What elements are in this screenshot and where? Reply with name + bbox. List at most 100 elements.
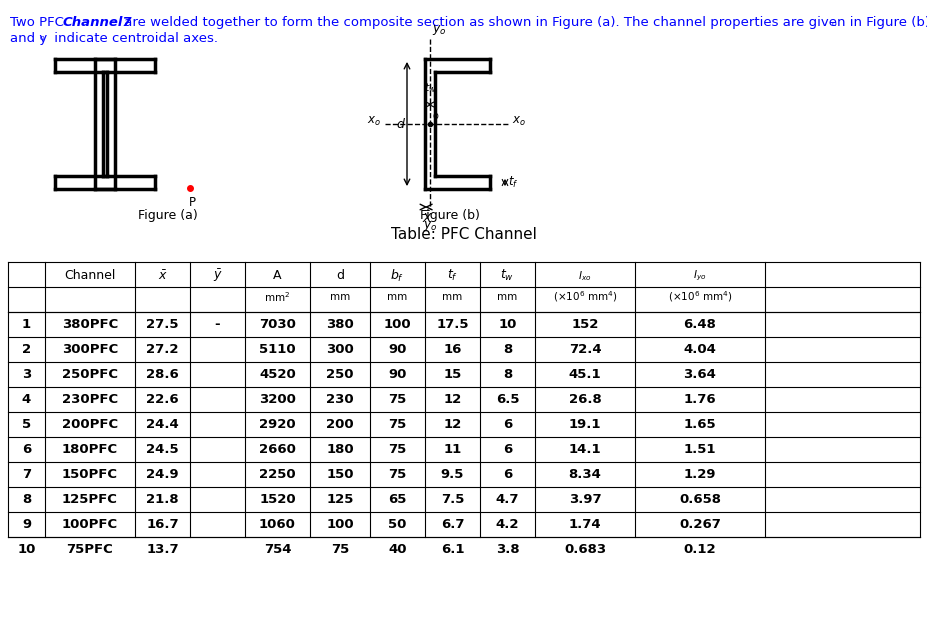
Text: 4.7: 4.7 <box>495 493 519 506</box>
Text: 2920: 2920 <box>259 418 296 431</box>
Text: 300: 300 <box>325 343 353 356</box>
Text: 27.2: 27.2 <box>146 343 179 356</box>
Text: 0.267: 0.267 <box>679 518 720 531</box>
Text: 9: 9 <box>22 518 31 531</box>
Text: 100PFC: 100PFC <box>62 518 118 531</box>
Text: mm: mm <box>497 292 517 302</box>
Text: 1060: 1060 <box>259 518 296 531</box>
Text: 72.4: 72.4 <box>568 343 601 356</box>
Text: 75: 75 <box>388 393 406 406</box>
Text: 6.5: 6.5 <box>495 393 519 406</box>
Text: indicate centroidal axes.: indicate centroidal axes. <box>50 32 218 45</box>
Text: 7030: 7030 <box>259 318 296 331</box>
Text: $I_{xo}$: $I_{xo}$ <box>578 269 591 283</box>
Text: P: P <box>188 196 196 209</box>
Text: 90: 90 <box>387 343 406 356</box>
Text: $(\times 10^6\ \mathrm{mm^4})$: $(\times 10^6\ \mathrm{mm^4})$ <box>667 290 731 305</box>
Text: 6.48: 6.48 <box>683 318 716 331</box>
Text: d: d <box>396 117 403 131</box>
Text: 230PFC: 230PFC <box>62 393 118 406</box>
Text: $\mathrm{mm}^2$: $\mathrm{mm}^2$ <box>264 290 290 304</box>
Text: 1.51: 1.51 <box>683 443 716 456</box>
Text: mm: mm <box>329 292 349 302</box>
Text: 4: 4 <box>22 393 32 406</box>
Text: 0.683: 0.683 <box>564 543 605 556</box>
Text: d: d <box>336 269 344 282</box>
Text: 180: 180 <box>325 443 353 456</box>
Text: and y: and y <box>10 32 47 45</box>
Text: 754: 754 <box>263 543 291 556</box>
Text: $\bar{x}$: $\bar{x}$ <box>158 269 167 283</box>
Text: 1.76: 1.76 <box>683 393 716 406</box>
Text: 125: 125 <box>326 493 353 506</box>
Text: 3.97: 3.97 <box>568 493 601 506</box>
Text: 24.5: 24.5 <box>146 443 179 456</box>
Text: 8: 8 <box>22 493 32 506</box>
Text: 1520: 1520 <box>259 493 296 506</box>
Text: $\bar{y}$: $\bar{y}$ <box>212 267 222 284</box>
Text: 24.9: 24.9 <box>146 468 179 481</box>
Text: 65: 65 <box>387 493 406 506</box>
Text: $\bar{X}$: $\bar{X}$ <box>422 210 433 225</box>
Text: 2660: 2660 <box>259 443 296 456</box>
Text: 0.12: 0.12 <box>683 543 716 556</box>
Text: 1.74: 1.74 <box>568 518 601 531</box>
Text: 6: 6 <box>22 443 32 456</box>
Text: 0.658: 0.658 <box>679 493 720 506</box>
Text: 12: 12 <box>443 393 461 406</box>
Text: 152: 152 <box>571 318 598 331</box>
Text: Two PFC: Two PFC <box>10 16 68 29</box>
Text: 75: 75 <box>388 468 406 481</box>
Text: 6: 6 <box>502 443 512 456</box>
Text: 75: 75 <box>388 418 406 431</box>
Text: 100: 100 <box>325 518 353 531</box>
Text: 22.6: 22.6 <box>146 393 179 406</box>
Text: 21.8: 21.8 <box>146 493 179 506</box>
Text: $x_o$: $x_o$ <box>367 115 381 128</box>
Text: 8: 8 <box>502 343 512 356</box>
Text: $I_{yo}$: $I_{yo}$ <box>692 269 706 283</box>
Text: 19.1: 19.1 <box>568 418 601 431</box>
Text: 3200: 3200 <box>259 393 296 406</box>
Text: $t_f$: $t_f$ <box>447 268 458 283</box>
Text: 90: 90 <box>387 368 406 381</box>
Text: 1.65: 1.65 <box>683 418 716 431</box>
Text: $x_o$: $x_o$ <box>512 115 526 128</box>
Text: 250PFC: 250PFC <box>62 368 118 381</box>
Text: 13.7: 13.7 <box>146 543 179 556</box>
Text: 28.6: 28.6 <box>146 368 179 381</box>
Text: 17.5: 17.5 <box>436 318 468 331</box>
Text: 5: 5 <box>22 418 31 431</box>
Text: 3.8: 3.8 <box>495 543 519 556</box>
Text: 4520: 4520 <box>259 368 296 381</box>
Text: 75: 75 <box>388 443 406 456</box>
Text: 7.5: 7.5 <box>440 493 464 506</box>
Text: 14.1: 14.1 <box>568 443 601 456</box>
Text: 6.1: 6.1 <box>440 543 464 556</box>
Text: mm: mm <box>442 292 463 302</box>
Text: 10: 10 <box>498 318 516 331</box>
Text: 45.1: 45.1 <box>568 368 601 381</box>
Text: 3.64: 3.64 <box>683 368 716 381</box>
Text: mm: mm <box>387 292 407 302</box>
Text: 100: 100 <box>383 318 411 331</box>
Text: ₒ: ₒ <box>40 30 45 43</box>
Text: 200: 200 <box>325 418 353 431</box>
Text: $t_w$: $t_w$ <box>424 82 436 95</box>
Text: Figure (b): Figure (b) <box>420 209 479 222</box>
Text: $t_f$: $t_f$ <box>507 175 518 190</box>
Text: 24.4: 24.4 <box>146 418 179 431</box>
Text: 125PFC: 125PFC <box>62 493 118 506</box>
Text: 50: 50 <box>387 518 406 531</box>
Text: Table: PFC Channel: Table: PFC Channel <box>390 227 537 242</box>
Text: A: A <box>273 269 282 282</box>
Text: 300PFC: 300PFC <box>62 343 118 356</box>
Text: 380: 380 <box>325 318 353 331</box>
Text: 6.7: 6.7 <box>440 518 464 531</box>
Text: 16.7: 16.7 <box>146 518 179 531</box>
Text: ₒ: ₒ <box>832 16 836 29</box>
Text: 8: 8 <box>502 368 512 381</box>
Text: 75PFC: 75PFC <box>67 543 113 556</box>
Text: Figure (a): Figure (a) <box>138 209 197 222</box>
Text: 150PFC: 150PFC <box>62 468 118 481</box>
